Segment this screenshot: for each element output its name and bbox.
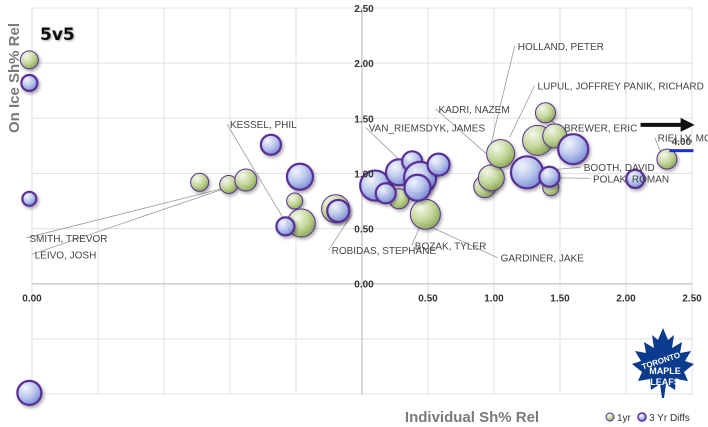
leader-line xyxy=(328,215,352,251)
y-tick-label: 1.00 xyxy=(354,169,374,180)
bubble-point xyxy=(19,50,39,70)
bubble-point xyxy=(374,182,397,205)
legend-swatch-3yr xyxy=(637,412,647,422)
bubble-point xyxy=(21,190,38,207)
axes xyxy=(32,8,692,394)
bubble-point xyxy=(477,164,505,192)
bubble-point xyxy=(656,148,678,170)
legend-label-3yr: 3 Yr Diffs xyxy=(649,413,690,424)
player-label: POLAK, ROMAN xyxy=(593,174,669,185)
x-tick-label: 0.50 xyxy=(418,294,438,305)
x-tick-label: 0.00 xyxy=(22,294,42,305)
strength-badge: 5v5 xyxy=(40,25,75,45)
logo-text-leafs: LEAFS xyxy=(650,377,680,387)
x-tick-label: 1.00 xyxy=(484,294,504,305)
y-tick-label: 1.50 xyxy=(354,114,374,125)
annotation-labels: HOLLAND, PETER LUPUL, JOFFREY PANIK, RICH… xyxy=(29,42,708,265)
bubble-point xyxy=(403,173,432,202)
offscale-arrow xyxy=(640,117,695,132)
bubble-point xyxy=(486,139,516,169)
y-tick-label: 0.00 xyxy=(354,280,374,291)
player-label: LEIVO, JOSH xyxy=(35,250,97,261)
maple-leaf-icon xyxy=(632,328,694,398)
bubble-point xyxy=(275,216,296,237)
leader-line xyxy=(226,124,286,223)
bubble-point xyxy=(409,198,441,230)
player-label: SMITH, TREVOR xyxy=(29,234,107,245)
y-tick-label: 0.50 xyxy=(354,225,374,236)
bubble-point xyxy=(426,152,451,177)
legend-swatch-1yr xyxy=(605,412,615,422)
bubble-point xyxy=(20,73,39,93)
player-label: KADRI, NAZEM xyxy=(439,105,510,116)
bubble-point xyxy=(625,168,646,190)
bubble-point xyxy=(234,168,258,192)
player-label: LUPUL, JOFFREY PANIK, RICHARD xyxy=(538,82,704,93)
player-label: KESSEL, PHIL xyxy=(230,120,297,131)
leader-line xyxy=(31,181,244,255)
x-tick-label: 2.50 xyxy=(682,294,702,305)
rielly-value-marker: 4.00 xyxy=(669,137,694,153)
leader-line xyxy=(490,45,516,143)
bubble-point xyxy=(534,102,556,124)
tick-labels: 0.00 0.50 1.00 1.50 2.00 2.50 2.50 2.00 1.50 1.00… xyxy=(22,4,702,305)
marker-bar xyxy=(669,149,694,153)
maple-leaf-logo: TORONTO MAPLE LEAFS xyxy=(632,328,694,398)
player-label: BREWER, ERIC xyxy=(564,124,637,135)
legend: 1yr 3 Yr Diffs xyxy=(605,412,690,424)
bubble-point xyxy=(286,192,304,210)
player-label: VAN_RIEMSDYK, JAMES xyxy=(369,124,486,135)
player-label: BOZAK, TYLER xyxy=(415,242,487,253)
series-3yr xyxy=(16,73,646,406)
player-label: ROBIDAS, STEPHANE xyxy=(332,246,437,257)
player-label: HOLLAND, PETER xyxy=(518,42,604,53)
logo-text-maple: MAPLE xyxy=(649,366,681,376)
bubble-point xyxy=(285,162,315,191)
leader-line xyxy=(419,221,498,259)
arrow-right-icon xyxy=(680,117,695,132)
bubble-point xyxy=(557,133,590,166)
y-axis-title: On Ice Sh% Rel xyxy=(6,23,23,133)
leader-line xyxy=(435,108,487,154)
bubble-point xyxy=(509,155,545,190)
x-tick-label: 2.00 xyxy=(616,294,636,305)
player-label: RIELLY, MORGAN xyxy=(658,133,708,144)
player-label: GARDINER, JAKE xyxy=(501,254,585,265)
leader-line xyxy=(26,186,231,239)
bubble-point xyxy=(326,198,351,224)
bubble-point xyxy=(16,379,43,406)
player-label: BOOTH, DAVID xyxy=(584,163,655,174)
x-axis-title: Individual Sh% Rel xyxy=(405,409,539,426)
y-tick-label: 2.50 xyxy=(354,4,374,15)
bubble-point xyxy=(190,172,210,192)
x-tick-label: 1.50 xyxy=(550,294,570,305)
y-tick-label: 2.00 xyxy=(354,59,374,70)
bubble-point xyxy=(259,133,283,156)
marker-value: 4.00 xyxy=(672,137,692,148)
series-1yr xyxy=(19,50,678,238)
legend-label-1yr: 1yr xyxy=(617,413,632,424)
bubble-point xyxy=(538,165,561,188)
leader-line xyxy=(509,85,535,138)
